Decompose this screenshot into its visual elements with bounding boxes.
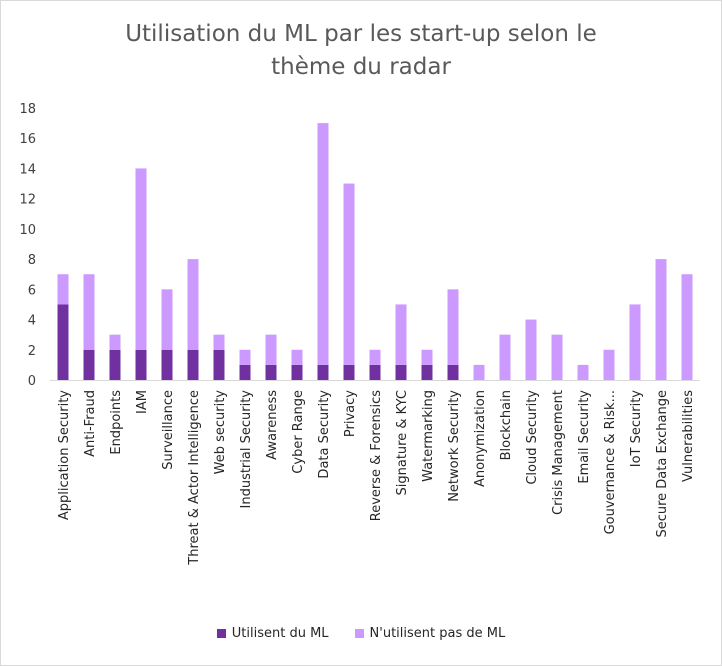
x-category-label: Cloud Security (525, 390, 540, 485)
y-tick-label: 0 (28, 374, 36, 389)
chart-title-line-1: Utilisation du ML par les start-up selon… (125, 21, 597, 47)
bar-uses-ml (213, 349, 225, 380)
bar-uses-ml (239, 364, 251, 380)
legend: Utilisent du ML N'utilisent pas de ML (0, 626, 722, 641)
x-category-label: Privacy (343, 390, 358, 437)
bar-uses-ml (83, 349, 95, 380)
x-category-label: Email Security (577, 390, 592, 484)
x-category-label: Data Security (317, 390, 332, 479)
y-tick-label: 6 (28, 283, 36, 298)
x-category-label: Threat & Actor Intelligence (187, 390, 202, 566)
x-category-label: Web security (213, 390, 228, 475)
x-category-label: Secure Data Exchange (655, 390, 670, 538)
x-category-label: Industrial Security (239, 390, 254, 509)
y-tick-label: 4 (28, 314, 36, 329)
x-category-label: IAM (135, 390, 150, 414)
bar-no-ml (343, 183, 355, 365)
x-category-label: Anonymization (473, 390, 488, 487)
y-tick-label: 16 (19, 132, 36, 147)
bar-no-ml (629, 304, 641, 380)
bar-no-ml (317, 123, 329, 365)
x-category-label: Surveillance (161, 390, 176, 470)
bar-no-ml (499, 334, 511, 380)
bar-no-ml (369, 349, 381, 365)
x-category-label: Vulnerabilities (681, 390, 696, 482)
bar-no-ml (395, 304, 407, 365)
x-category-label: Watermarking (421, 390, 436, 482)
x-category-label: Crisis Management (551, 390, 566, 515)
bar-no-ml (213, 334, 225, 350)
bar-uses-ml (265, 364, 277, 380)
legend-swatch-uses-ml (216, 629, 226, 638)
bar-no-ml (291, 349, 303, 365)
bar-no-ml (239, 349, 251, 365)
chart-title: Utilisation du ML par les start-up selon… (0, 18, 722, 84)
bar-uses-ml (369, 364, 381, 380)
x-category-label: IoT Security (629, 390, 644, 468)
legend-item-no-ml: N'utilisent pas de ML (354, 626, 506, 641)
bar-no-ml (447, 289, 459, 365)
y-tick-label: 2 (28, 344, 36, 359)
bar-no-ml (421, 349, 433, 365)
bar-uses-ml (421, 364, 433, 380)
bar-uses-ml (447, 364, 459, 380)
bar-no-ml (551, 334, 563, 380)
bar-uses-ml (161, 349, 173, 380)
bar-no-ml (525, 319, 537, 380)
bar-no-ml (603, 349, 615, 380)
bar-uses-ml (343, 364, 355, 380)
y-tick-label: 8 (28, 253, 36, 268)
bar-no-ml (187, 259, 199, 350)
bar-uses-ml (395, 364, 407, 380)
bar-uses-ml (317, 364, 329, 380)
bar-no-ml (577, 364, 589, 380)
y-tick-label: 12 (19, 193, 36, 208)
legend-label-uses-ml: Utilisent du ML (231, 626, 329, 641)
legend-item-uses-ml: Utilisent du ML (216, 626, 329, 641)
x-category-label: Anti-Fraud (83, 390, 98, 457)
x-category-label: Signature & KYC (395, 390, 410, 496)
bar-no-ml (473, 364, 485, 380)
bar-no-ml (109, 334, 121, 350)
x-category-label: Network Security (447, 390, 462, 502)
legend-label-no-ml: N'utilisent pas de ML (369, 626, 506, 641)
x-category-label: Awareness (265, 390, 280, 460)
x-category-label: Endpoints (109, 390, 124, 455)
bar-no-ml (265, 334, 277, 365)
bar-uses-ml (109, 349, 121, 380)
x-category-label: Application Security (57, 390, 72, 520)
bar-uses-ml (135, 349, 147, 380)
legend-swatch-no-ml (354, 629, 364, 638)
bar-no-ml (57, 274, 69, 305)
bar-uses-ml (291, 364, 303, 380)
chart-title-line-2: thème du radar (271, 54, 451, 80)
bar-no-ml (161, 289, 173, 350)
bar-uses-ml (187, 349, 199, 380)
x-category-label: Cyber Range (291, 390, 306, 474)
bar-no-ml (655, 259, 667, 380)
x-category-label: Gouvernance & Risk... (603, 390, 618, 534)
bar-no-ml (135, 168, 147, 350)
bar-no-ml (681, 274, 693, 380)
y-tick-label: 10 (19, 223, 36, 238)
x-category-label: Reverse & Forensics (369, 390, 384, 521)
y-tick-label: 18 (19, 102, 36, 117)
y-tick-label: 14 (19, 162, 36, 177)
bar-uses-ml (57, 304, 69, 380)
bar-no-ml (83, 274, 95, 350)
x-category-label: Blockchain (499, 390, 514, 460)
